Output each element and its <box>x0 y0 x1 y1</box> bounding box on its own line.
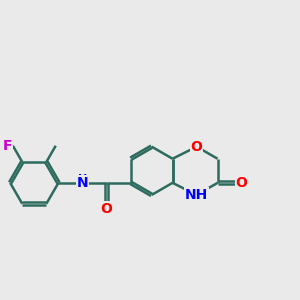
Text: O: O <box>191 140 203 154</box>
Text: N: N <box>77 176 88 190</box>
Text: H: H <box>78 174 87 184</box>
Text: O: O <box>101 202 112 216</box>
Text: O: O <box>235 176 247 190</box>
Text: F: F <box>3 139 13 153</box>
Text: NH: NH <box>185 188 208 202</box>
